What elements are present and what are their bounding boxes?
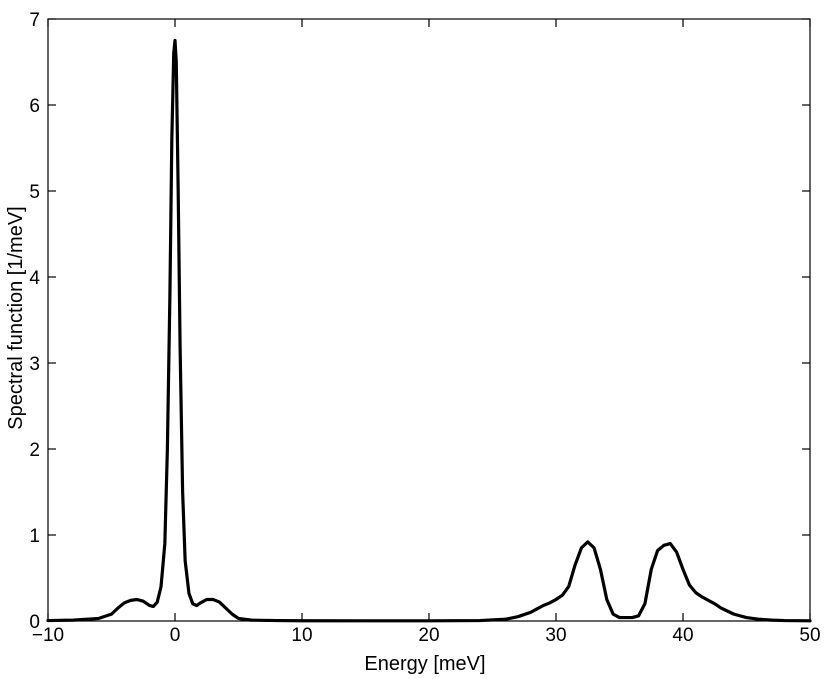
y-tick-label: 6 [29, 96, 40, 117]
x-tick-label: 30 [545, 625, 566, 646]
x-tick-label: −10 [32, 625, 64, 646]
x-tick-label: 0 [170, 625, 181, 646]
y-tick-label: 2 [29, 440, 40, 461]
y-axis-label: Spectral function [1/meV] [5, 206, 27, 429]
x-tick-label: 20 [418, 625, 439, 646]
x-tick-label: 50 [799, 625, 820, 646]
y-tick-label: 1 [29, 526, 40, 547]
y-tick-label: 3 [29, 354, 40, 375]
x-axis-label: Energy [meV] [364, 653, 485, 675]
y-tick-label: 4 [29, 268, 40, 289]
y-tick-label: 0 [29, 612, 40, 633]
y-tick-label: 7 [29, 10, 40, 31]
x-tick-label: 40 [672, 625, 693, 646]
y-tick-label: 5 [29, 182, 40, 203]
x-tick-label: 10 [291, 625, 312, 646]
spectral-function-line [46, 38, 812, 623]
